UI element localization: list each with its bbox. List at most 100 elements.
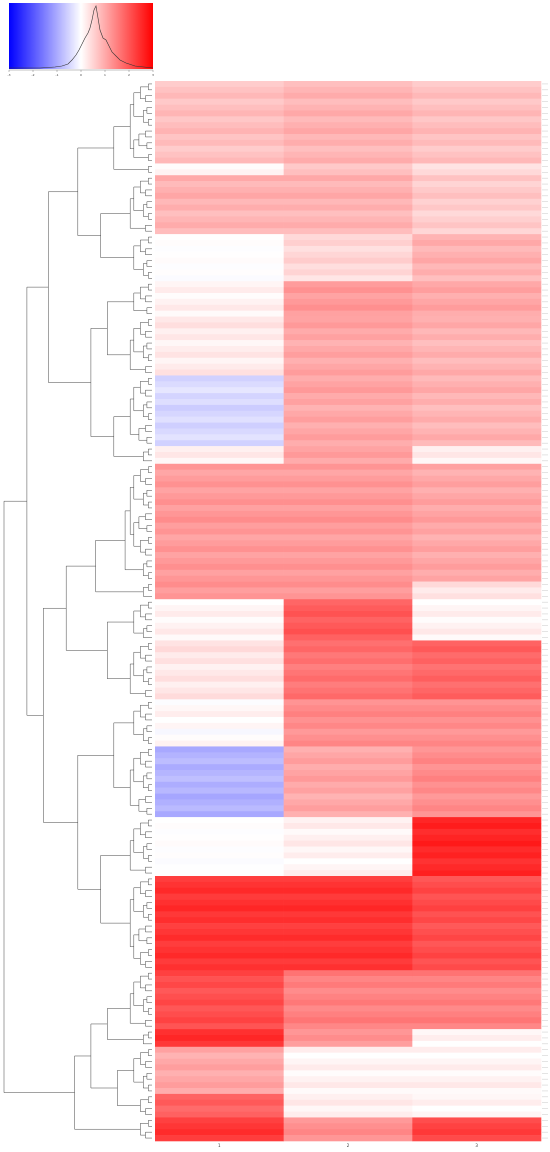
heatmap-cell <box>155 587 284 594</box>
heatmap-cell <box>283 505 413 512</box>
heatmap-cell <box>283 169 413 176</box>
dendrogram-branch <box>138 133 147 147</box>
heatmap-cell <box>283 192 413 200</box>
heatmap-cell <box>155 952 284 959</box>
heatmap-cell <box>155 1099 284 1106</box>
heatmap-cell <box>412 599 542 606</box>
dendrogram-branch <box>140 286 149 300</box>
heatmap-cell <box>283 964 413 971</box>
heatmap-cell <box>283 151 413 158</box>
heatmap-cell <box>155 881 284 889</box>
heatmap-cell <box>283 1046 413 1053</box>
dendrogram-branch <box>146 342 152 350</box>
heatmap-cell <box>412 134 542 141</box>
heatmap-cell <box>155 964 284 971</box>
heatmap-cell <box>155 128 284 135</box>
heatmap-cell <box>412 481 542 488</box>
dendrogram-branch <box>145 654 152 662</box>
heatmap-cell <box>412 1064 542 1071</box>
heatmap-cell <box>283 163 413 170</box>
heatmap-cell <box>155 634 284 641</box>
heatmap-cell <box>155 528 284 535</box>
dendrogram-branch <box>133 292 147 311</box>
heatmap-cell <box>283 1029 413 1036</box>
heatmap-cell <box>412 1088 542 1095</box>
heatmap-cell <box>283 340 413 347</box>
heatmap-cell <box>155 416 284 423</box>
heatmap-cell <box>155 987 284 995</box>
heatmap-cell <box>283 640 413 647</box>
heatmap-cell <box>155 163 284 170</box>
heatmap-cell <box>412 1105 542 1112</box>
heatmap-cell <box>412 593 542 600</box>
heatmap-cell <box>412 293 542 300</box>
heatmap-cell <box>155 646 284 653</box>
heatmap-cell <box>155 475 284 482</box>
heatmap-cell <box>412 746 542 753</box>
heatmap-cell <box>155 993 284 1000</box>
dendrogram-branch <box>146 490 152 497</box>
heatmap-cell <box>155 387 284 394</box>
heatmap-cell <box>412 457 542 465</box>
dendrogram-branch <box>90 328 114 437</box>
heatmap-cell <box>412 658 542 665</box>
dendrogram-branch <box>95 540 144 593</box>
heatmap-cell <box>283 899 413 906</box>
heatmap-cell <box>283 487 413 494</box>
dendrogram-branch <box>143 846 149 859</box>
heatmap-cell <box>412 1005 542 1012</box>
heatmap-cell <box>155 540 284 547</box>
heatmap-cell <box>412 128 542 135</box>
heatmap-cell <box>283 681 413 688</box>
dendrogram-branch <box>140 1123 149 1136</box>
dendrogram-branch <box>133 475 144 500</box>
heatmap-cell <box>283 599 413 606</box>
dendrogram-branch <box>145 478 152 485</box>
heatmap-cell <box>283 799 413 806</box>
heatmap-cell <box>412 711 542 718</box>
heatmap-cell <box>155 428 284 435</box>
heatmap-cell <box>283 440 413 447</box>
heatmap-cell <box>412 452 542 459</box>
dendrogram-branch <box>148 584 152 591</box>
heatmap-cell <box>155 970 284 977</box>
heatmap-cell <box>283 558 413 565</box>
dendrogram-branch <box>143 587 152 597</box>
heatmap-cell <box>283 717 413 724</box>
dendrogram-branch <box>145 331 152 338</box>
heatmap-cell <box>412 934 542 942</box>
heatmap-cell <box>412 840 542 847</box>
heatmap-cell <box>412 864 542 871</box>
heatmap-cell <box>412 758 542 765</box>
heatmap-cell <box>412 911 542 918</box>
heatmap-cell <box>155 876 284 883</box>
heatmap-cell <box>412 86 542 94</box>
dendrogram-branch <box>145 984 152 992</box>
heatmap-cell <box>412 929 542 936</box>
heatmap-cell <box>155 192 284 200</box>
heatmap-cell <box>155 222 284 229</box>
heatmap-cell <box>283 81 413 88</box>
dendrogram-branch <box>145 713 152 721</box>
heatmap-cell <box>412 616 542 624</box>
heatmap-cell <box>412 923 542 930</box>
heatmap-cell <box>283 982 413 989</box>
heatmap-cell <box>412 175 542 182</box>
heatmap-cell <box>283 181 413 188</box>
dendrogram-branch <box>146 666 152 674</box>
heatmap-cell <box>412 993 542 1000</box>
heatmap-cell <box>155 381 284 388</box>
heatmap-cell <box>412 622 542 629</box>
heatmap-cell <box>283 86 413 94</box>
heatmap-cell <box>155 534 284 541</box>
heatmap-cell <box>283 946 413 953</box>
heatmap-cell <box>283 251 413 258</box>
heatmap-cell <box>283 493 413 500</box>
heatmap-cell <box>155 110 284 117</box>
heatmap-cell <box>283 304 413 311</box>
heatmap-cell <box>155 1064 284 1071</box>
dendrogram-branch <box>148 501 152 509</box>
heatmap-cell <box>412 216 542 223</box>
heatmap-cell <box>283 811 413 818</box>
dendrogram-branch <box>107 621 134 679</box>
